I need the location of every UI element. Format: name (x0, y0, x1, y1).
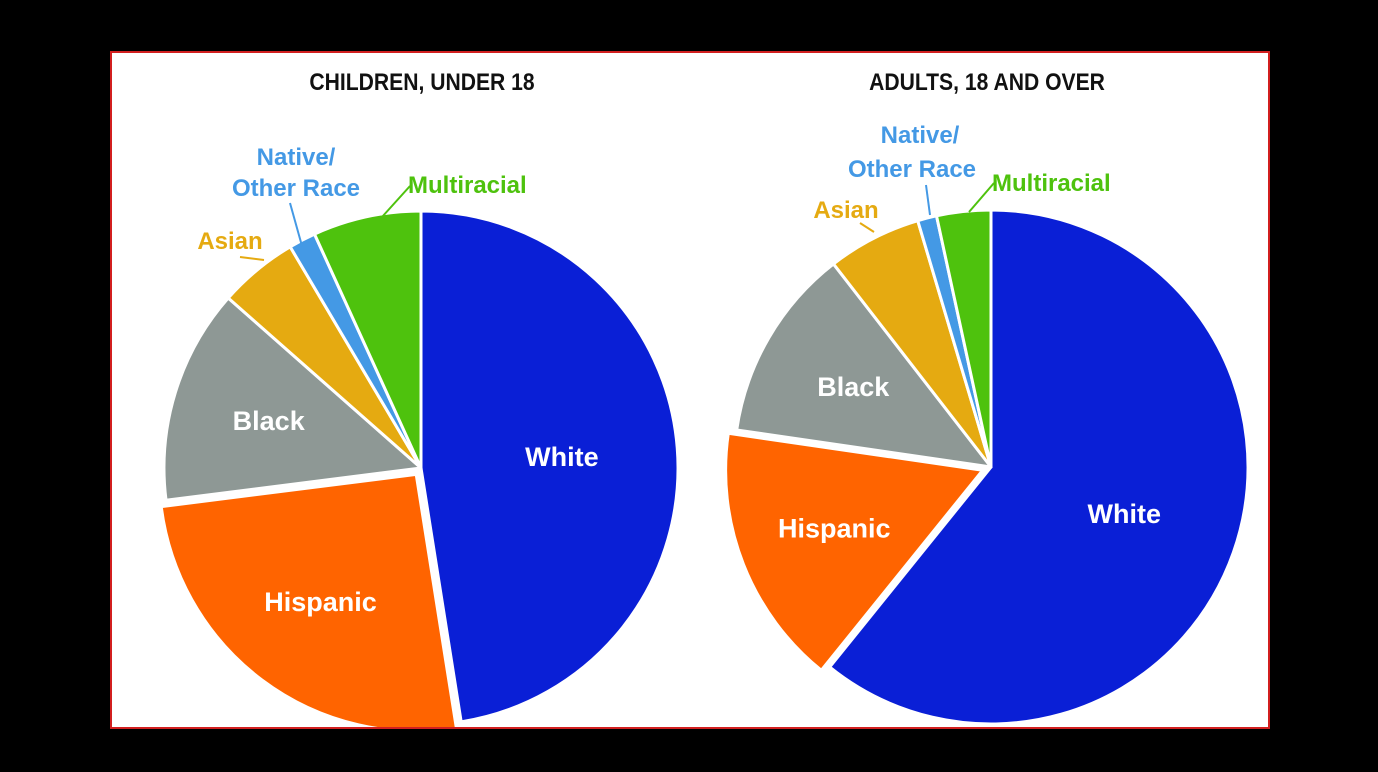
children-leader-native-other-race (289, 202, 303, 247)
children-label-native-other-race: Native/Other Race (232, 144, 360, 202)
adults-leader-multiracial (968, 182, 995, 213)
adults-label-multiracial: Multiracial (992, 170, 1111, 197)
chart-title-children: CHILDREN, UNDER 18 (309, 69, 535, 96)
adults-label-native-other-race: Native/Other Race (848, 122, 976, 183)
children-label-hispanic: Hispanic (264, 587, 377, 617)
children-pie: White Hispanic Black Asian Native/Other Race… (159, 144, 680, 727)
adults-leader-asian (859, 222, 875, 233)
adults-label-asian: Asian (813, 197, 878, 224)
adults-leader-native-other-race (925, 184, 931, 216)
children-label-asian: Asian (197, 228, 262, 255)
adults-pie: White Hispanic Black Asian Native/Other Race… (724, 122, 1250, 726)
chart-panel: CHILDREN, UNDER 18 ADULTS, 18 AND OVER W… (110, 51, 1270, 729)
children-slice-black (162, 296, 423, 502)
adults-slice-hispanic (724, 431, 985, 672)
children-label-multiracial: Multiracial (408, 172, 527, 199)
adults-slice-white (828, 208, 1250, 726)
chart-title-adults: ADULTS, 18 AND OVER (869, 69, 1105, 96)
children-slice-multiracial (313, 209, 423, 470)
children-leader-asian (239, 256, 265, 261)
adults-label-white: White (1088, 499, 1162, 529)
children-slice-white (419, 209, 680, 724)
children-leader-multiracial (381, 185, 411, 218)
adults-label-hispanic: Hispanic (778, 514, 891, 544)
children-label-white: White (525, 442, 599, 472)
adults-slice-multiracial (935, 208, 993, 469)
children-slice-hispanic (159, 472, 458, 727)
pie-charts: White Hispanic Black Asian Native/Other Race… (159, 122, 1250, 727)
adults-label-black: Black (817, 372, 890, 402)
adults-slice-black (735, 262, 993, 469)
children-label-black: Black (233, 406, 306, 436)
